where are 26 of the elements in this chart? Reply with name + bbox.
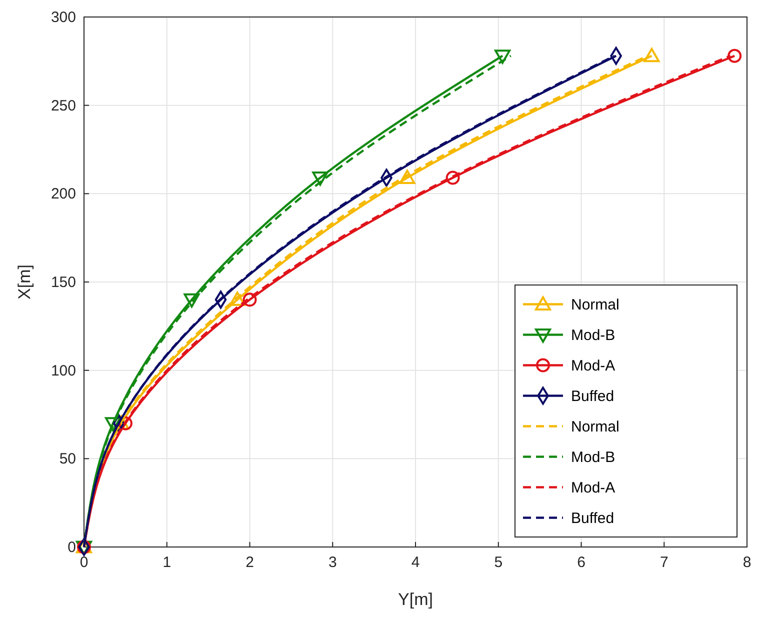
legend-label: Mod-B: [571, 326, 616, 344]
legend-label: Mod-A: [571, 479, 616, 496]
y-tick-label: 50: [59, 450, 76, 468]
y-tick-label: 250: [50, 97, 76, 114]
y-tick-label: 100: [50, 362, 76, 380]
y-axis-title: X[m]: [15, 264, 34, 300]
legend-label: Buffed: [571, 510, 614, 527]
x-tick-label: 8: [742, 554, 752, 571]
x-tick-label: 3: [328, 554, 337, 571]
x-tick-label: 5: [494, 554, 503, 571]
legend-label: Normal: [571, 296, 620, 314]
y-tick-label: 0: [68, 539, 76, 556]
x-axis-title: Y[m]: [398, 590, 433, 609]
legend-label: Buffed: [571, 388, 614, 405]
legend-label: Mod-A: [571, 357, 616, 374]
y-tick-label: 150: [50, 274, 76, 291]
x-tick-label: 7: [660, 554, 668, 571]
y-tick-label: 300: [50, 9, 76, 26]
x-tick-label: 0: [80, 554, 88, 571]
x-tick-label: 6: [577, 554, 586, 571]
x-tick-label: 4: [411, 554, 420, 571]
legend-label: Mod-B: [571, 448, 616, 466]
x-tick-label: 2: [246, 554, 254, 571]
y-tick-label: 200: [50, 186, 76, 203]
legend-label: Normal: [571, 418, 620, 436]
x-tick-label: 1: [162, 554, 172, 571]
